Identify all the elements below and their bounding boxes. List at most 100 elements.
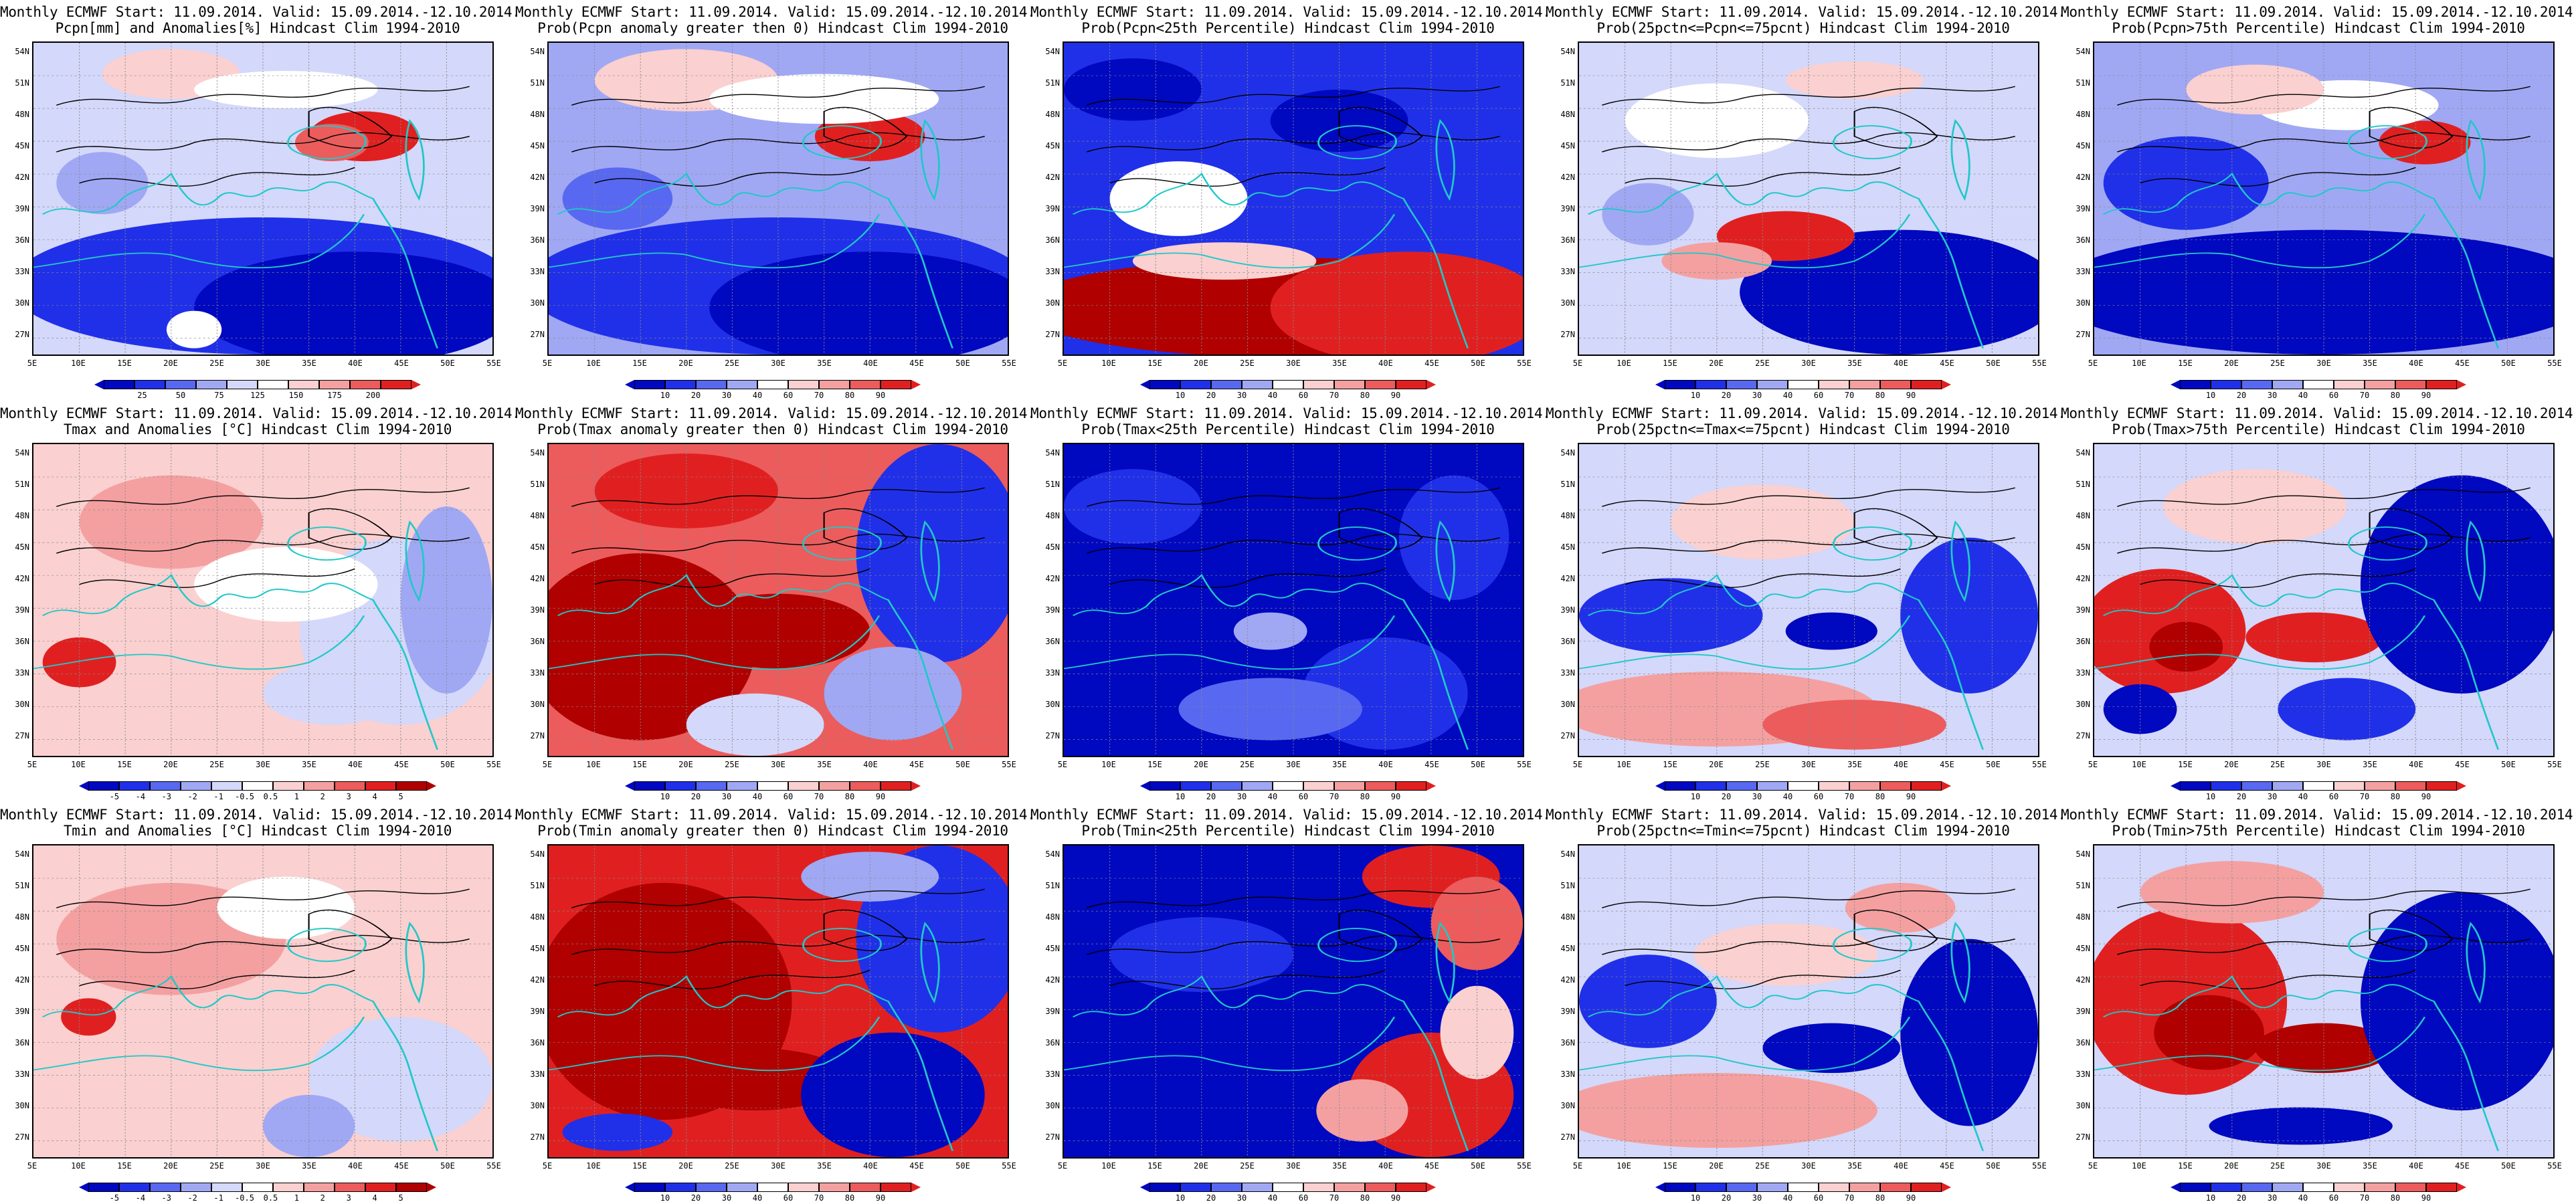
contour-line: [2140, 568, 2416, 588]
colorbar-tick-label: 80: [2390, 792, 2401, 801]
colorbar-segment: [2395, 781, 2426, 791]
lon-tick-label: 55E: [1002, 359, 1016, 368]
colorbar-tick-label: 40: [1782, 1193, 1793, 1203]
map-panel: Monthly ECMWF Start: 11.09.2014. Valid: …: [1030, 0, 1551, 401]
colorbar-segment: [2334, 781, 2365, 791]
lat-tick-label: 48N: [1560, 110, 1575, 119]
colorbar-segment: [396, 781, 427, 791]
lon-tick-label: 40E: [1378, 760, 1393, 769]
colorbar-max-arrow: [2457, 1183, 2466, 1192]
map-plot-area: [2093, 844, 2555, 1159]
colorbar-segment: [119, 781, 150, 791]
colorbar-tick-label: 175: [327, 391, 342, 400]
field-blob: [2163, 469, 2347, 544]
lat-tick-label: 30N: [1560, 1101, 1575, 1110]
field-blob: [61, 998, 116, 1036]
colorbar-tick-label: 50: [175, 391, 186, 400]
colorbar: [1655, 781, 1951, 791]
lat-tick-label: 48N: [2076, 511, 2090, 520]
lat-tick-label: 54N: [1045, 47, 1060, 56]
colorbar-tick-label: 20: [1721, 792, 1732, 801]
field-blob: [1900, 938, 2038, 1126]
lat-tick-label: 36N: [15, 235, 29, 245]
lat-tick-label: 36N: [1560, 1038, 1575, 1047]
lon-tick-label: 20E: [1709, 760, 1724, 769]
colorbar-tick-label: 150: [288, 391, 304, 400]
coastline: [1064, 213, 1396, 269]
lat-tick-label: 51N: [15, 78, 29, 88]
lat-tick-label: 42N: [1560, 173, 1575, 182]
lon-tick-label: 15E: [1663, 1161, 1677, 1171]
lon-tick-label: 25E: [1755, 359, 1770, 368]
contour-line: [1601, 934, 2016, 955]
colorbar-tick-label: 40: [752, 792, 763, 801]
colorbar-tick-label: 60: [783, 1193, 794, 1203]
colorbar-segment: [1819, 380, 1849, 389]
colorbar-segment: [727, 1183, 757, 1192]
lat-tick-label: 42N: [1045, 173, 1060, 182]
lat-tick-label: 48N: [2076, 110, 2090, 119]
lon-tick-label: 45E: [394, 359, 409, 368]
panel-title: Monthly ECMWF Start: 11.09.2014. Valid: …: [1030, 405, 1551, 437]
lat-tick-label: 33N: [1045, 1070, 1060, 1079]
lon-tick-label: 35E: [1332, 1161, 1347, 1171]
lon-tick-label: 30E: [256, 1161, 270, 1171]
colorbar-segment: [2211, 1183, 2241, 1192]
colorbar-segment: [1180, 380, 1211, 389]
colorbar-tick-label: 90: [1906, 1193, 1916, 1203]
lat-tick-label: 48N: [15, 511, 29, 520]
map-panel: Monthly ECMWF Start: 11.09.2014. Valid: …: [1546, 803, 2066, 1204]
lat-tick-label: 48N: [2076, 912, 2090, 922]
colorbar-tick-label: -2: [187, 1193, 197, 1203]
lon-tick-label: 10E: [1617, 359, 1631, 368]
title-line-1: Monthly ECMWF Start: 11.09.2014. Valid: …: [1030, 807, 1551, 823]
coastline: [1435, 118, 1455, 201]
colorbar-segment: [1149, 380, 1180, 389]
lon-tick-label: 15E: [117, 760, 132, 769]
contour-line: [1853, 106, 1938, 149]
lon-tick-label: 5E: [1057, 1161, 1068, 1171]
lon-tick-label: 10E: [1101, 359, 1116, 368]
contour-line: [1338, 106, 1423, 149]
contour-line: [571, 132, 986, 153]
colorbar: [1140, 1183, 1436, 1192]
colorbar-max-arrow: [1942, 781, 1951, 791]
lon-tick-label: 20E: [1709, 1161, 1724, 1171]
coastline: [2348, 526, 2427, 561]
colorbar-segment: [1849, 781, 1880, 791]
colorbar-segment: [757, 1183, 788, 1192]
lat-tick-label: 30N: [1560, 298, 1575, 308]
lon-tick-label: 35E: [817, 760, 832, 769]
colorbar-tick-label: 70: [1844, 792, 1855, 801]
lon-tick-label: 5E: [27, 359, 37, 368]
field-blob: [1579, 1073, 1877, 1148]
lon-tick-label: 30E: [256, 760, 270, 769]
lon-tick-label: 5E: [1572, 1161, 1583, 1171]
lon-tick-label: 40E: [1378, 359, 1393, 368]
lon-tick-label: 10E: [1617, 1161, 1631, 1171]
colorbar-max-arrow: [1942, 1183, 1951, 1192]
lon-tick-label: 30E: [256, 359, 270, 368]
lat-tick-label: 33N: [1560, 668, 1575, 678]
colorbar-tick-label: 40: [2298, 792, 2308, 801]
field-blob: [2360, 475, 2553, 694]
colorbar-tick-label: 0.5: [263, 792, 278, 801]
map-panel: Monthly ECMWF Start: 11.09.2014. Valid: …: [1030, 401, 1551, 803]
colorbar-tick-label: -2: [187, 792, 197, 801]
lat-tick-label: 45N: [530, 542, 545, 552]
lat-tick-label: 42N: [1045, 574, 1060, 583]
colorbar-segment: [1849, 1183, 1880, 1192]
field-blob: [1233, 612, 1307, 650]
map-plot-area: [32, 41, 494, 356]
coastline: [1317, 526, 1397, 561]
colorbar-max-arrow: [411, 380, 421, 389]
lon-tick-label: 45E: [1940, 760, 1954, 769]
colorbar-min-arrow: [94, 380, 104, 389]
lat-tick-label: 42N: [1045, 975, 1060, 985]
lat-tick-label: 36N: [2076, 1038, 2090, 1047]
title-line-2: Prob(25pctn<=Pcpn<=75pcnt) Hindcast Clim…: [1596, 20, 2010, 36]
field-blob: [709, 252, 1008, 355]
contour-line: [2116, 132, 2531, 153]
lon-tick-label: 25E: [2270, 359, 2285, 368]
colorbar-tick-label: 70: [2359, 1193, 2370, 1203]
